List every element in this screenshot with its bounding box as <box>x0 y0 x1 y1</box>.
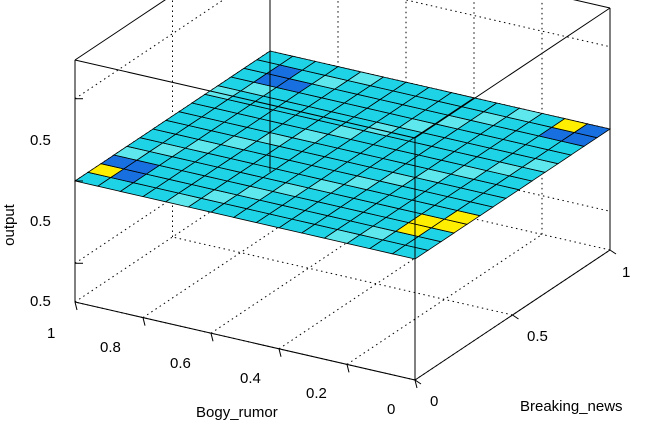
x-tick-label-0.2: 0.2 <box>306 385 327 402</box>
y-tick-label-0.5: 0.5 <box>527 328 548 345</box>
x-axis-label: Bogy_rumor <box>196 404 278 421</box>
y-tick <box>609 249 617 255</box>
z-tick-label-top: 0.5 <box>30 132 51 149</box>
box-edge <box>414 7 611 139</box>
y-tick-label-0: 0 <box>430 393 438 410</box>
box-edge <box>74 59 416 139</box>
box-edge <box>74 0 166 61</box>
x-tick-label-0.4: 0.4 <box>240 370 261 387</box>
x-tick-label-0.8: 0.8 <box>100 339 121 356</box>
x-tick-label-0.6: 0.6 <box>170 355 191 372</box>
surface-mesh <box>74 50 611 260</box>
x-axis-line <box>74 301 416 381</box>
x-tick <box>278 348 282 357</box>
y-tick-label-1: 1 <box>622 264 630 281</box>
x-tick <box>74 301 78 311</box>
axes-box <box>74 0 617 389</box>
grid-line <box>172 236 513 316</box>
z-axis-label: output <box>1 203 18 246</box>
x-tick-label-0: 0 <box>387 401 395 418</box>
y-axis-label: Breaking_news <box>520 398 623 415</box>
x-tick <box>210 333 214 342</box>
x-tick <box>346 364 350 373</box>
z-tick-label-bottom: 0.5 <box>30 293 51 310</box>
y-tick <box>512 314 519 320</box>
grid-line <box>404 0 611 48</box>
x-tick <box>414 379 418 389</box>
grid-line <box>346 233 543 365</box>
x-tick <box>142 317 146 326</box>
y-tick <box>414 379 422 385</box>
x-tick-label-1: 1 <box>47 325 55 342</box>
grid-line <box>269 132 611 212</box>
box-edge <box>572 0 611 9</box>
z-tick-label-mid: 0.5 <box>30 213 51 230</box>
